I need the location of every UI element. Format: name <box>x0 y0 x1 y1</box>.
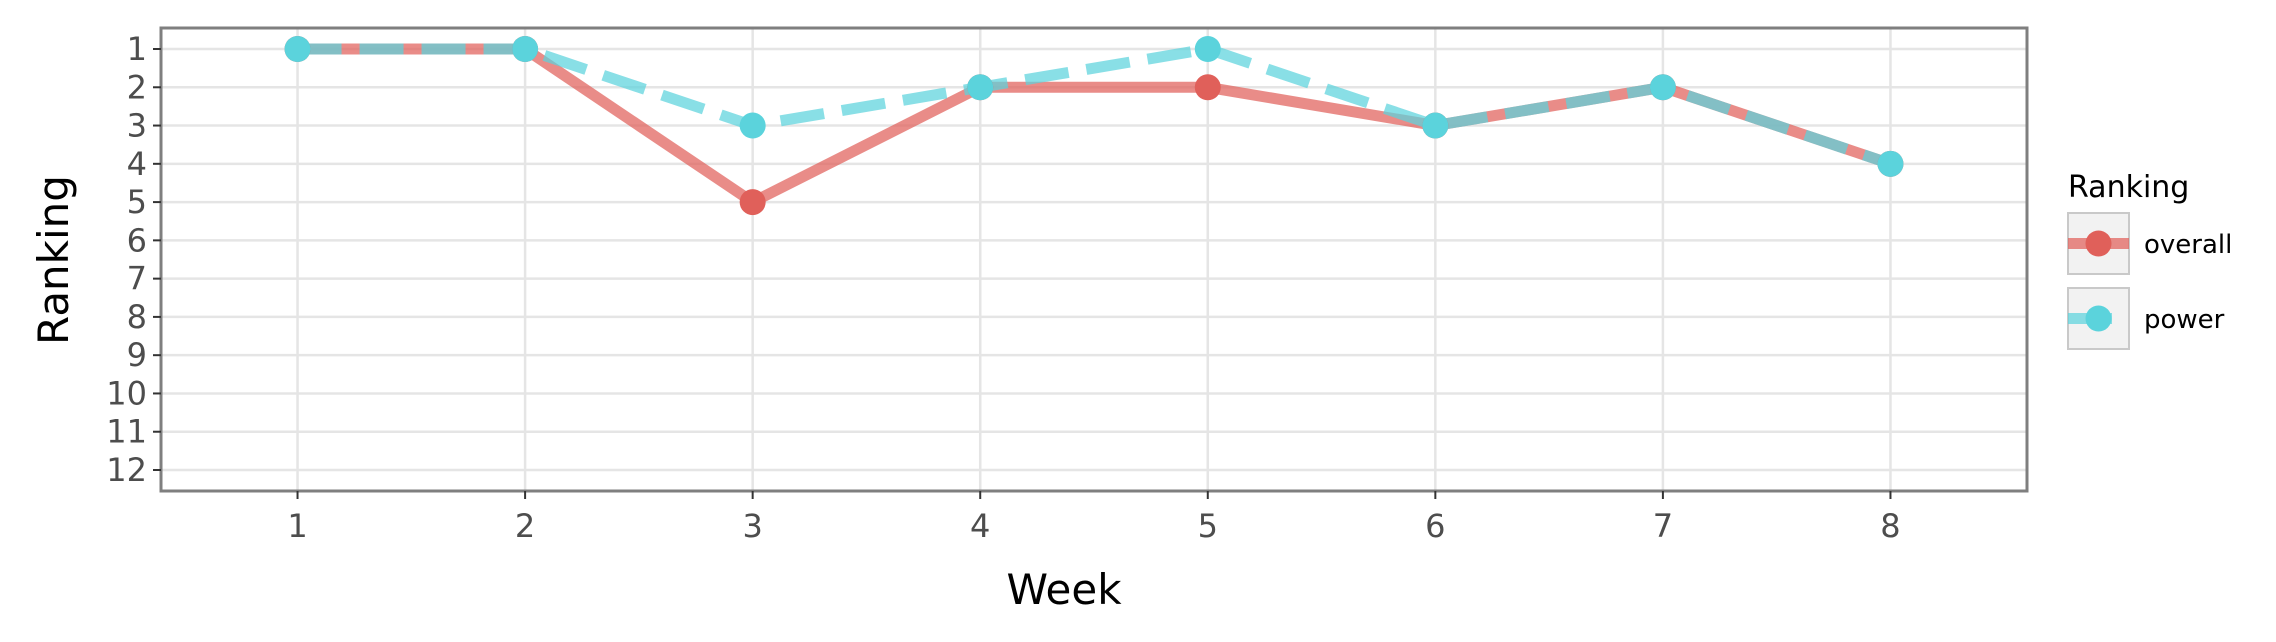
y-tick-label: 3 <box>127 107 147 145</box>
data-point-power <box>1877 150 1904 177</box>
plot-background <box>161 28 2027 491</box>
legend-title: Ranking <box>2068 170 2189 205</box>
y-tick-label: 12 <box>106 451 147 489</box>
y-tick-label: 6 <box>127 221 147 259</box>
y-tick-label: 1 <box>127 30 147 68</box>
data-point-power <box>1649 74 1676 101</box>
legend-point-power <box>2085 305 2112 332</box>
legend-items: overall power <box>2067 212 2232 350</box>
data-point-overall <box>739 189 766 216</box>
y-tick-label: 9 <box>127 336 147 374</box>
x-axis-title: Week <box>1006 565 1122 614</box>
x-tick-label: 1 <box>287 507 307 545</box>
y-tick-label: 10 <box>106 374 147 412</box>
x-tick-label: 3 <box>742 507 762 545</box>
y-tick-label: 8 <box>127 298 147 336</box>
y-tick-label: 2 <box>127 68 147 106</box>
x-tick-label: 2 <box>515 507 535 545</box>
x-tick-label: 4 <box>970 507 990 545</box>
y-gridlines <box>161 47 2027 472</box>
legend-label-power: power <box>2144 305 2225 335</box>
series-lines <box>297 43 1893 208</box>
data-point-power <box>739 112 766 139</box>
data-point-power <box>1422 112 1449 139</box>
series-line-overall <box>297 43 1893 208</box>
legend-point-overall <box>2085 230 2112 257</box>
x-tick-label: 6 <box>1425 507 1445 545</box>
data-point-power <box>284 36 311 62</box>
legend-label-overall: overall <box>2144 230 2232 260</box>
y-tick-label: 7 <box>127 260 147 298</box>
x-tick-label: 8 <box>1880 507 1900 545</box>
x-tick-label: 7 <box>1653 507 1673 545</box>
x-axis-ticks: 1 2 3 4 5 6 7 8 <box>287 491 1901 545</box>
x-tick-label: 5 <box>1198 507 1218 545</box>
data-point-power <box>512 36 539 62</box>
plot-border <box>159 26 2029 493</box>
series-points <box>284 36 1904 216</box>
data-point-overall <box>1194 74 1221 101</box>
y-tick-label: 11 <box>106 413 147 451</box>
series-line-power <box>297 43 1893 170</box>
x-gridlines <box>296 28 1892 491</box>
y-tick-label: 5 <box>127 183 147 221</box>
data-point-power <box>1194 36 1221 62</box>
y-tick-label: 4 <box>127 145 147 183</box>
data-point-power <box>967 74 994 101</box>
legend: Ranking overall power <box>2067 170 2232 350</box>
y-axis-title: Ranking <box>29 175 78 345</box>
